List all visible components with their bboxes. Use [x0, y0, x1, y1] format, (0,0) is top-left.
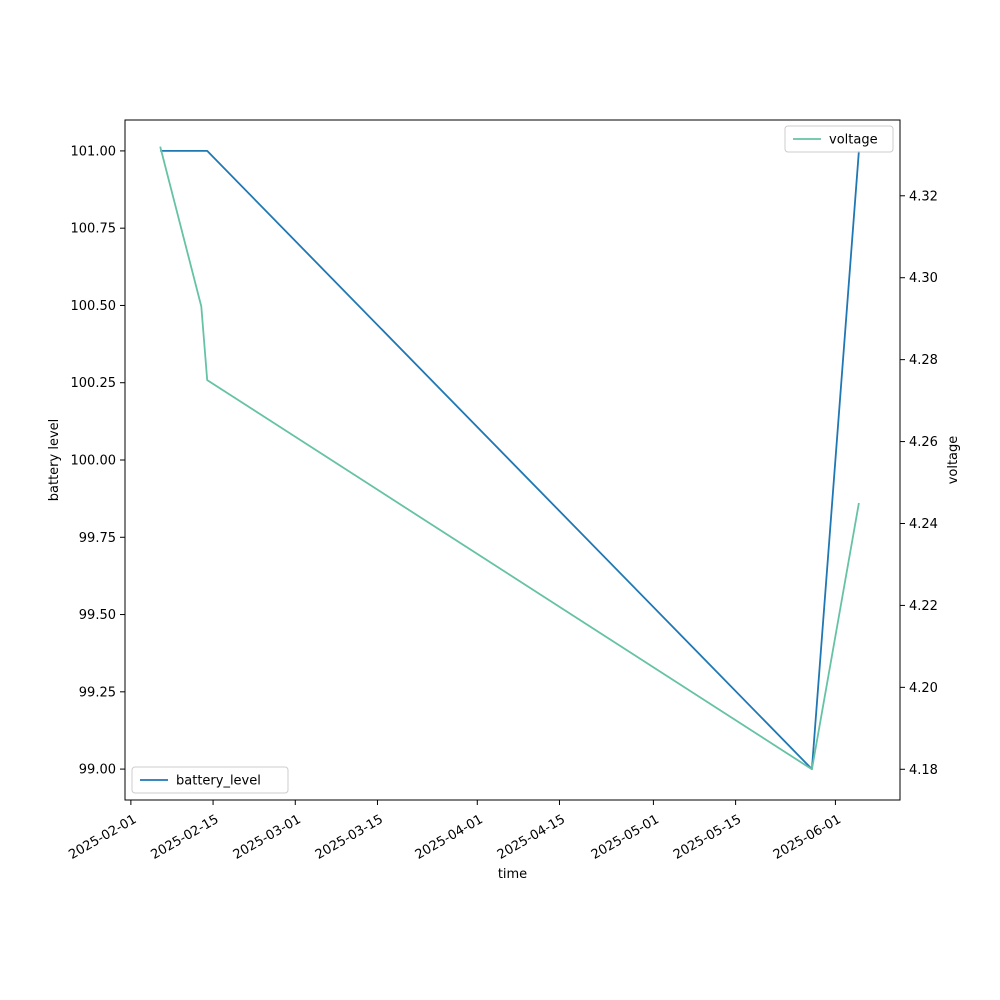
- y-left-tick-label: 99.00: [79, 763, 116, 778]
- y-right-tick-label: 4.30: [909, 271, 938, 286]
- y-left-tick-label: 99.25: [79, 685, 116, 700]
- y-right-tick-label: 4.28: [909, 353, 938, 368]
- y-left-tick-label: 101.00: [71, 144, 117, 159]
- y-left-tick-label: 99.75: [79, 531, 116, 546]
- series-line-voltage: [159, 146, 860, 771]
- y-left-tick-label: 100.25: [71, 376, 117, 391]
- legend-voltage: voltage: [784, 125, 894, 153]
- y-right-tick-label: 4.26: [909, 435, 938, 450]
- legend-label: voltage: [829, 133, 878, 148]
- series-line-battery_level: [160, 149, 860, 770]
- plot-area: [159, 146, 860, 771]
- legends: battery_level voltage: [131, 125, 894, 794]
- y-left-tick-label: 100.75: [71, 222, 117, 237]
- legend-label: battery_level: [176, 774, 261, 789]
- legend-battery_level: battery_level: [131, 766, 289, 794]
- y-left-tick-label: 100.50: [71, 299, 117, 314]
- y-right-tick-label: 4.18: [909, 763, 938, 778]
- legend-box: [784, 125, 894, 153]
- y-left-tick-label: 99.50: [79, 608, 116, 623]
- legend-box: [131, 766, 289, 794]
- y-right-tick-label: 4.32: [909, 189, 938, 204]
- y-left-tick-label: 100.00: [71, 454, 117, 469]
- y-left-axis-label: battery level: [47, 419, 62, 502]
- x-axis-label: time: [498, 867, 527, 882]
- y-right-tick-label: 4.24: [909, 517, 938, 532]
- y-right-tick-label: 4.20: [909, 681, 938, 696]
- y-right-axis-label: voltage: [946, 436, 961, 485]
- y-right-tick-label: 4.22: [909, 599, 938, 614]
